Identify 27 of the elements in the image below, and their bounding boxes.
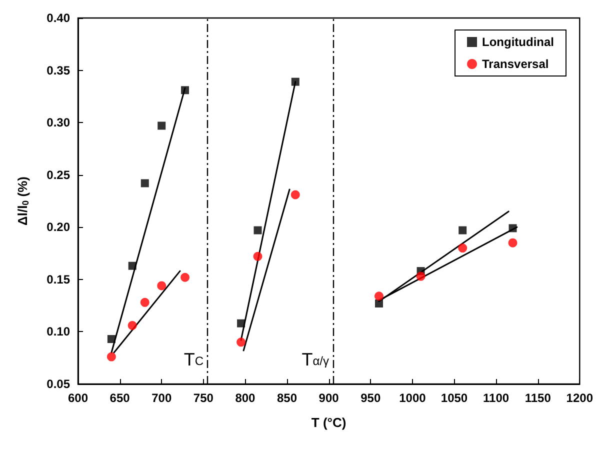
x-axis-title: T (°C) (311, 415, 346, 430)
x-tick-label: 1000 (399, 391, 426, 405)
x-tick-label: 700 (152, 391, 172, 405)
y-tick-label: 0.10 (46, 324, 70, 339)
x-tick-label: 1100 (483, 391, 510, 405)
x-tick-label: 1150 (524, 391, 552, 405)
y-tick-label: 0.40 (46, 11, 70, 25)
x-tick-label: 750 (193, 391, 214, 405)
legend-label: Longitudinal (482, 35, 554, 49)
ref-line-label: TC (184, 349, 204, 370)
ref-line-label: Tα/γ (302, 349, 330, 370)
y-tick-label: 0.35 (46, 63, 70, 78)
x-tick-label: 800 (235, 391, 256, 405)
x-tick-label: 650 (110, 391, 130, 405)
y-tick-label: 0.15 (46, 272, 70, 286)
x-tick-label: 900 (318, 391, 340, 405)
y-tick-label: 0.05 (46, 377, 70, 391)
x-tick-label: 1050 (440, 391, 468, 405)
x-tick-label: 600 (68, 391, 88, 405)
x-tick-label: 1200 (566, 391, 594, 405)
y-tick-label: 0.25 (46, 168, 70, 182)
y-tick-label: 0.20 (46, 220, 70, 234)
x-tick-label: 850 (277, 391, 298, 405)
y-axis-title: Δl/l0 (%) (15, 176, 30, 226)
x-tick-label: 950 (360, 391, 381, 405)
legend-label: Transversal (482, 57, 549, 71)
y-tick-label: 0.30 (46, 116, 70, 130)
